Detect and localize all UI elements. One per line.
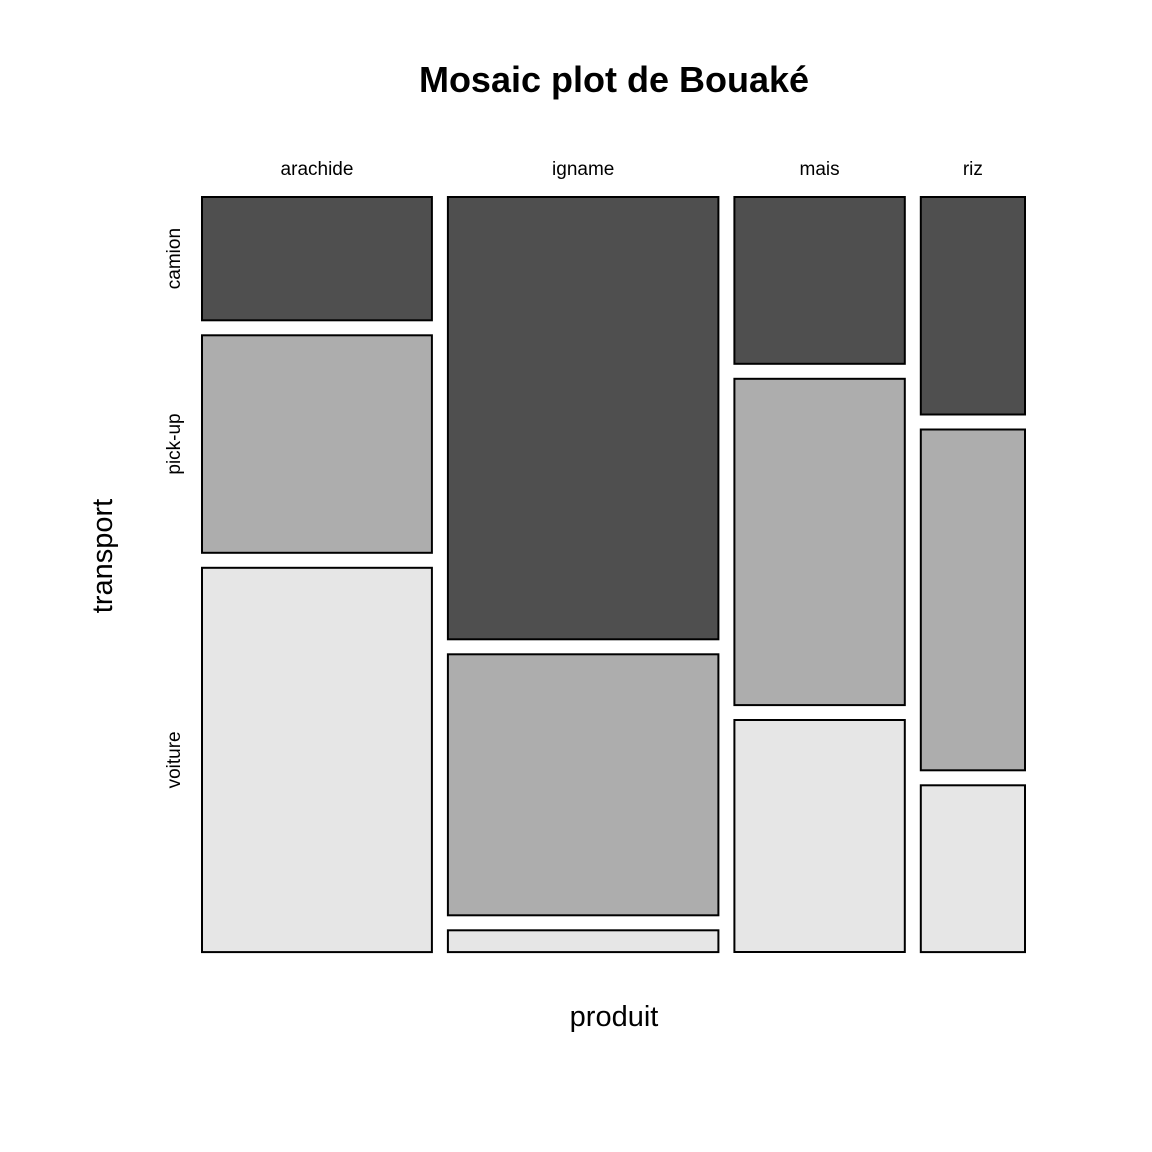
row-label-pick-up: pick-up: [164, 413, 185, 474]
column-label-arachide: arachide: [281, 159, 354, 180]
tile-mais-pick-up: [733, 377, 906, 707]
tile-igname-voiture: [446, 929, 720, 954]
row-label-voiture: voiture: [164, 731, 185, 788]
y-axis-label: transport: [87, 499, 119, 613]
row-label-camion: camion: [164, 228, 185, 289]
column-label-igname: igname: [552, 159, 614, 180]
tile-arachide-pick-up: [201, 334, 433, 554]
column-label-riz: riz: [963, 159, 983, 180]
tile-arachide-voiture: [201, 566, 433, 954]
tile-igname-pick-up: [446, 653, 720, 917]
column-labels: arachide igname mais riz: [281, 159, 983, 180]
column-label-mais: mais: [800, 159, 840, 180]
tile-riz-voiture: [919, 784, 1026, 954]
tile-igname-camion: [446, 196, 720, 641]
x-axis-label: produit: [570, 1001, 659, 1033]
tile-riz-camion: [919, 196, 1026, 416]
chart-title: Mosaic plot de Bouaké: [419, 59, 809, 100]
tile-arachide-camion: [201, 196, 433, 322]
tile-riz-pick-up: [919, 428, 1026, 772]
tile-mais-camion: [733, 196, 906, 365]
row-labels: camion pick-up voiture: [164, 228, 185, 788]
mosaic-tiles: [201, 196, 1026, 954]
tile-mais-voiture: [733, 719, 906, 953]
